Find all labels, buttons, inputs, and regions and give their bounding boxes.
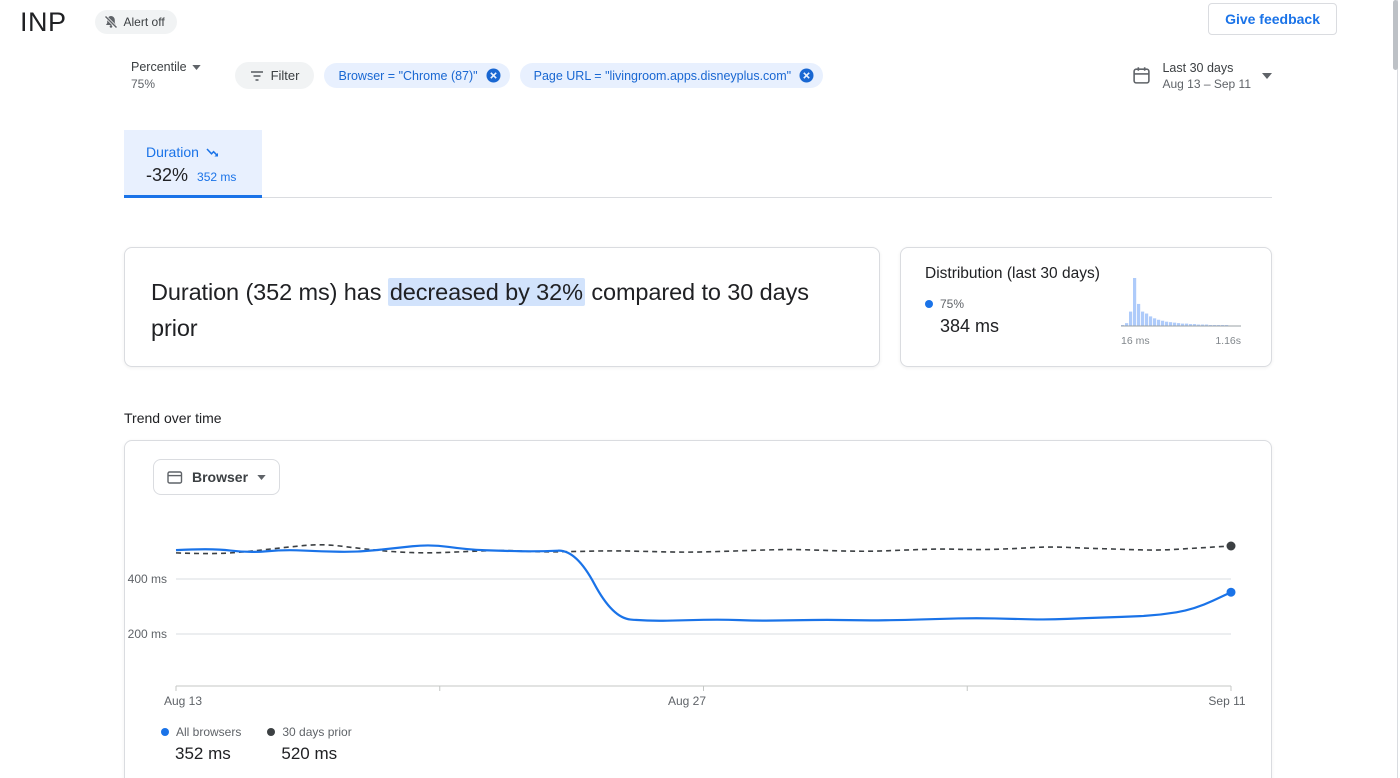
scrollbar[interactable] xyxy=(1393,0,1398,778)
date-range-picker[interactable]: Last 30 days Aug 13 – Sep 11 xyxy=(1132,61,1272,91)
close-icon[interactable] xyxy=(486,68,501,83)
chart-legend: All browsers 352 ms 30 days prior 520 ms xyxy=(161,725,352,764)
close-icon[interactable] xyxy=(799,68,814,83)
alert-status-label: Alert off xyxy=(123,15,165,29)
filter-button[interactable]: Filter xyxy=(234,62,315,89)
trend-chart-svg[interactable] xyxy=(125,513,1271,713)
give-feedback-button[interactable]: Give feedback xyxy=(1208,3,1337,35)
metric-tabs: Duration -32% 352 ms xyxy=(124,130,1272,198)
trend-card: Browser 400 ms 200 ms Aug 13 Aug 27 Sep … xyxy=(124,440,1272,778)
filter-chip-page-url[interactable]: Page URL = "livingroom.apps.disneyplus.c… xyxy=(519,63,824,88)
trend-chart: 400 ms 200 ms Aug 13 Aug 27 Sep 11 All b… xyxy=(125,513,1271,778)
breakdown-selector-label: Browser xyxy=(192,469,249,485)
distribution-x-max-label: 1.16s xyxy=(1215,335,1241,347)
summary-text: Duration (352 ms) has decreased by 32% c… xyxy=(151,274,853,346)
legend-label-30-days-prior: 30 days prior xyxy=(282,725,352,739)
bell-off-icon xyxy=(103,15,118,29)
x-axis-label-mid: Aug 27 xyxy=(667,694,707,708)
tab-duration-value: 352 ms xyxy=(197,170,237,184)
x-axis-label-end: Sep 11 xyxy=(1208,694,1246,708)
arrow-drop-down-icon xyxy=(191,64,201,70)
toolbar: Percentile 75% Filter Browser = "Chrome … xyxy=(131,60,1272,91)
tab-duration-delta: -32% xyxy=(146,165,189,185)
legend-dot-blue xyxy=(161,728,169,736)
distribution-value: 384 ms xyxy=(940,316,1000,336)
distribution-histogram-svg xyxy=(1121,278,1241,327)
distribution-x-min-label: 16 ms xyxy=(1121,335,1150,347)
distribution-title: Distribution (last 30 days) xyxy=(925,265,1100,282)
x-axis-label-start: Aug 13 xyxy=(163,694,203,708)
distribution-percentile-row: 75% xyxy=(925,297,1247,311)
trend-section-title: Trend over time xyxy=(124,410,222,426)
legend-item-all-browsers[interactable]: All browsers 352 ms xyxy=(161,725,241,764)
filter-chip-browser-label: Browser = "Chrome (87)" xyxy=(338,68,478,83)
scrollbar-thumb[interactable] xyxy=(1393,0,1398,70)
filter-button-label: Filter xyxy=(270,68,300,83)
filter-chip-page-url-label: Page URL = "livingroom.apps.disneyplus.c… xyxy=(533,68,792,83)
breakdown-selector-button[interactable]: Browser xyxy=(153,459,281,495)
calendar-icon xyxy=(1132,66,1151,85)
legend-value-all-browsers: 352 ms xyxy=(175,744,231,763)
distribution-histogram: 16 ms 1.16s xyxy=(1121,274,1241,347)
summary-text-before: Duration (352 ms) has xyxy=(151,279,388,305)
filter-icon xyxy=(250,69,264,83)
distribution-card: Distribution (last 30 days) 75% 384 ms 1… xyxy=(900,247,1272,367)
legend-item-30-days-prior[interactable]: 30 days prior 520 ms xyxy=(267,725,352,764)
percentile-selector[interactable]: Percentile 75% xyxy=(131,60,201,91)
summary-row: Duration (352 ms) has decreased by 32% c… xyxy=(124,247,1272,367)
percentile-label: Percentile xyxy=(131,60,187,74)
page-title: INP xyxy=(20,6,67,37)
percentile-value: 75% xyxy=(131,77,156,91)
filter-chip-browser[interactable]: Browser = "Chrome (87)" xyxy=(324,63,510,88)
summary-highlight: decreased by 32% xyxy=(387,278,585,306)
summary-card: Duration (352 ms) has decreased by 32% c… xyxy=(124,247,880,367)
arrow-drop-down-icon xyxy=(1262,72,1272,79)
alert-status-badge[interactable]: Alert off xyxy=(94,10,177,34)
y-axis-label-400: 400 ms xyxy=(127,572,167,586)
trending-down-icon xyxy=(206,147,219,158)
tab-duration-label: Duration xyxy=(146,144,199,160)
legend-value-30-days-prior: 520 ms xyxy=(281,744,338,763)
arrow-drop-down-icon xyxy=(257,474,266,480)
date-range-label: Last 30 days xyxy=(1162,60,1234,75)
summary-text-after: compared to 30 days prior xyxy=(151,279,809,341)
y-axis-label-200: 200 ms xyxy=(127,627,167,641)
header: INP Alert off Give feedback xyxy=(20,0,1337,44)
tab-duration[interactable]: Duration -32% 352 ms xyxy=(124,130,263,198)
date-range-value: Aug 13 – Sep 11 xyxy=(1162,76,1251,91)
percentile-dot xyxy=(925,300,933,308)
legend-label-all-browsers: All browsers xyxy=(176,725,242,739)
legend-dot-dark xyxy=(267,728,276,736)
browser-window-icon xyxy=(167,470,183,485)
distribution-percentile-label: 75% xyxy=(940,297,965,311)
